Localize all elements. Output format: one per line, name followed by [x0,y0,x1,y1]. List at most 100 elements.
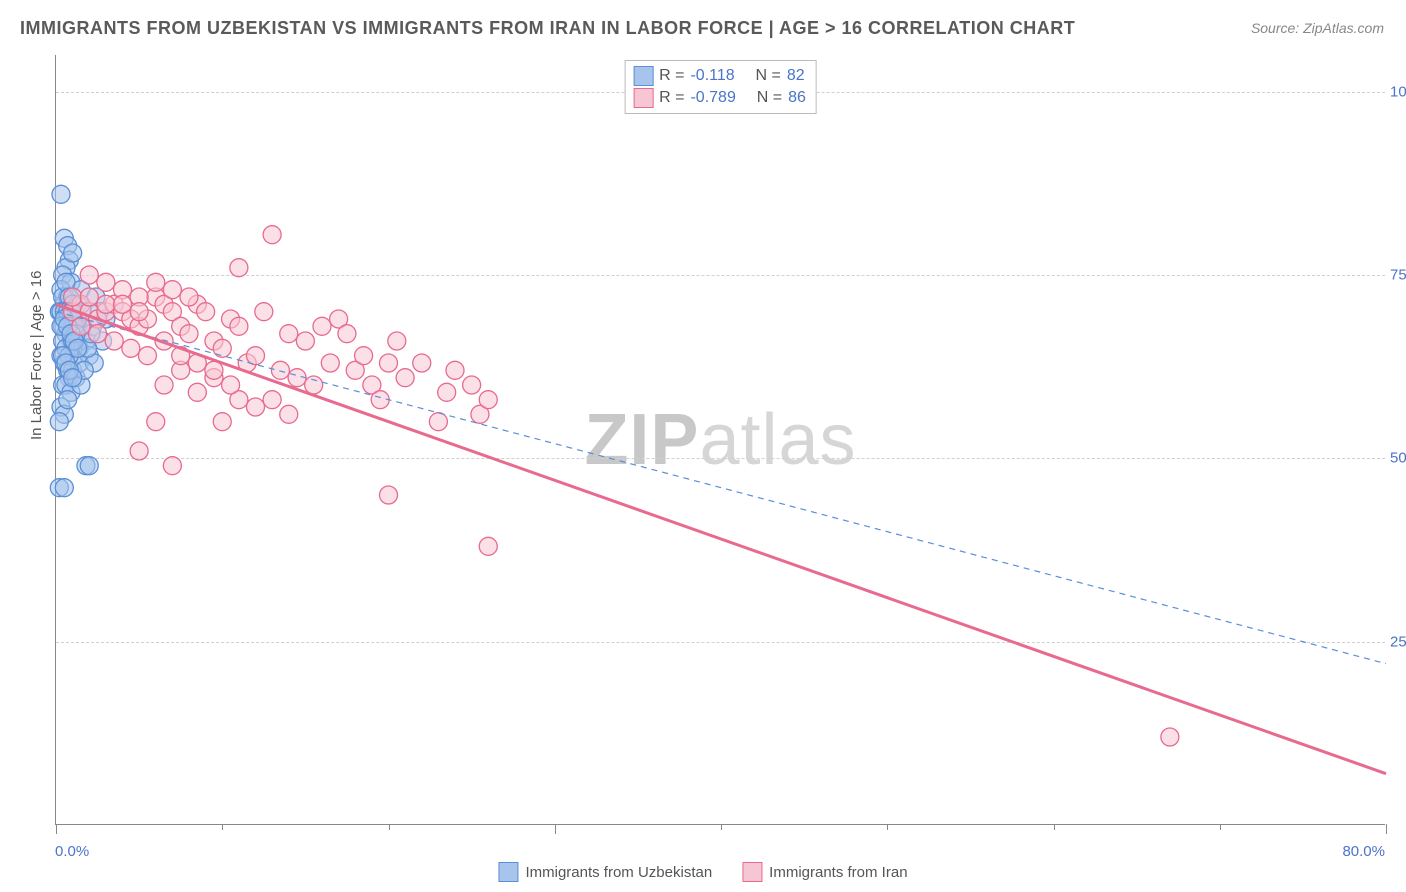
data-point [59,391,77,409]
data-point [64,288,82,306]
data-point [222,376,240,394]
data-point [479,391,497,409]
data-point [147,273,165,291]
data-point [230,259,248,277]
data-point [263,391,281,409]
n-value-1: 82 [787,65,805,87]
n-value-2: 86 [788,87,806,109]
corr-row-2: R = -0.789 N = 86 [633,87,806,109]
data-point [321,354,339,372]
data-point [188,383,206,401]
data-point [114,295,132,313]
data-point [230,317,248,335]
data-point [97,295,115,313]
data-point [130,303,148,321]
data-point [80,457,98,475]
data-point [280,325,298,343]
data-point [380,354,398,372]
data-point [388,332,406,350]
data-point [446,361,464,379]
data-point [130,442,148,460]
data-point [355,347,373,365]
x-tick-label: 80.0% [1342,843,1385,860]
chart-title: IMMIGRANTS FROM UZBEKISTAN VS IMMIGRANTS… [20,18,1075,39]
data-point [180,325,198,343]
data-point [163,457,181,475]
correlation-legend: R = -0.118 N = 82 R = -0.789 N = 86 [624,60,817,114]
r-value-1: -0.118 [690,65,734,87]
data-point [155,376,173,394]
x-tick [56,824,57,834]
data-point [305,376,323,394]
data-point [438,383,456,401]
data-point [280,405,298,423]
data-point [138,347,156,365]
data-point [263,226,281,244]
y-tick-label: 100.0% [1390,83,1406,100]
x-tick [1386,824,1387,834]
x-tick-label: 0.0% [55,843,89,860]
corr-row-1: R = -0.118 N = 82 [633,65,806,87]
data-point [197,303,215,321]
data-point [97,273,115,291]
x-tick [222,824,223,830]
legend-swatch-1 [498,862,518,882]
data-point [413,354,431,372]
data-point [429,413,447,431]
data-point [122,339,140,357]
n-label-1: N = [756,65,781,87]
data-point [247,398,265,416]
x-tick [1220,824,1221,830]
r-label-2: R = [659,87,684,109]
data-point [1161,728,1179,746]
data-point [55,479,73,497]
x-tick [1054,824,1055,830]
trend-line [56,312,1386,664]
legend-item-2: Immigrants from Iran [742,862,907,882]
data-point [147,413,165,431]
data-point [89,325,107,343]
y-tick-label: 25.0% [1390,633,1406,650]
y-axis-label: In Labor Force | Age > 16 [28,271,45,440]
data-point [105,332,123,350]
swatch-series-1 [633,66,653,86]
legend-item-1: Immigrants from Uzbekistan [498,862,712,882]
x-tick [887,824,888,830]
plot-area: ZIPatlas 25.0%50.0%75.0%100.0% R = -0.11… [55,55,1385,825]
data-point [380,486,398,504]
data-point [80,266,98,284]
source-attribution: Source: ZipAtlas.com [1251,20,1384,36]
n-label-2: N = [757,87,782,109]
chart-svg [56,55,1385,824]
data-point [313,317,331,335]
data-point [247,347,265,365]
data-point [338,325,356,343]
data-point [463,376,481,394]
legend-label-2: Immigrants from Iran [769,864,907,881]
x-tick [555,824,556,834]
x-tick [721,824,722,830]
data-point [271,361,289,379]
y-tick-label: 75.0% [1390,267,1406,284]
data-point [205,361,223,379]
r-value-2: -0.789 [690,87,735,109]
data-point [180,288,198,306]
bottom-legend: Immigrants from Uzbekistan Immigrants fr… [498,862,907,882]
data-point [72,317,90,335]
data-point [479,537,497,555]
legend-label-1: Immigrants from Uzbekistan [525,864,712,881]
data-point [80,288,98,306]
x-tick [389,824,390,830]
data-point [296,332,314,350]
data-point [213,339,231,357]
data-point [50,413,68,431]
trend-line [56,304,1386,773]
data-point [213,413,231,431]
swatch-series-2 [633,88,653,108]
data-point [64,369,82,387]
y-tick-label: 50.0% [1390,450,1406,467]
data-point [396,369,414,387]
data-point [163,281,181,299]
r-label-1: R = [659,65,684,87]
data-point [255,303,273,321]
